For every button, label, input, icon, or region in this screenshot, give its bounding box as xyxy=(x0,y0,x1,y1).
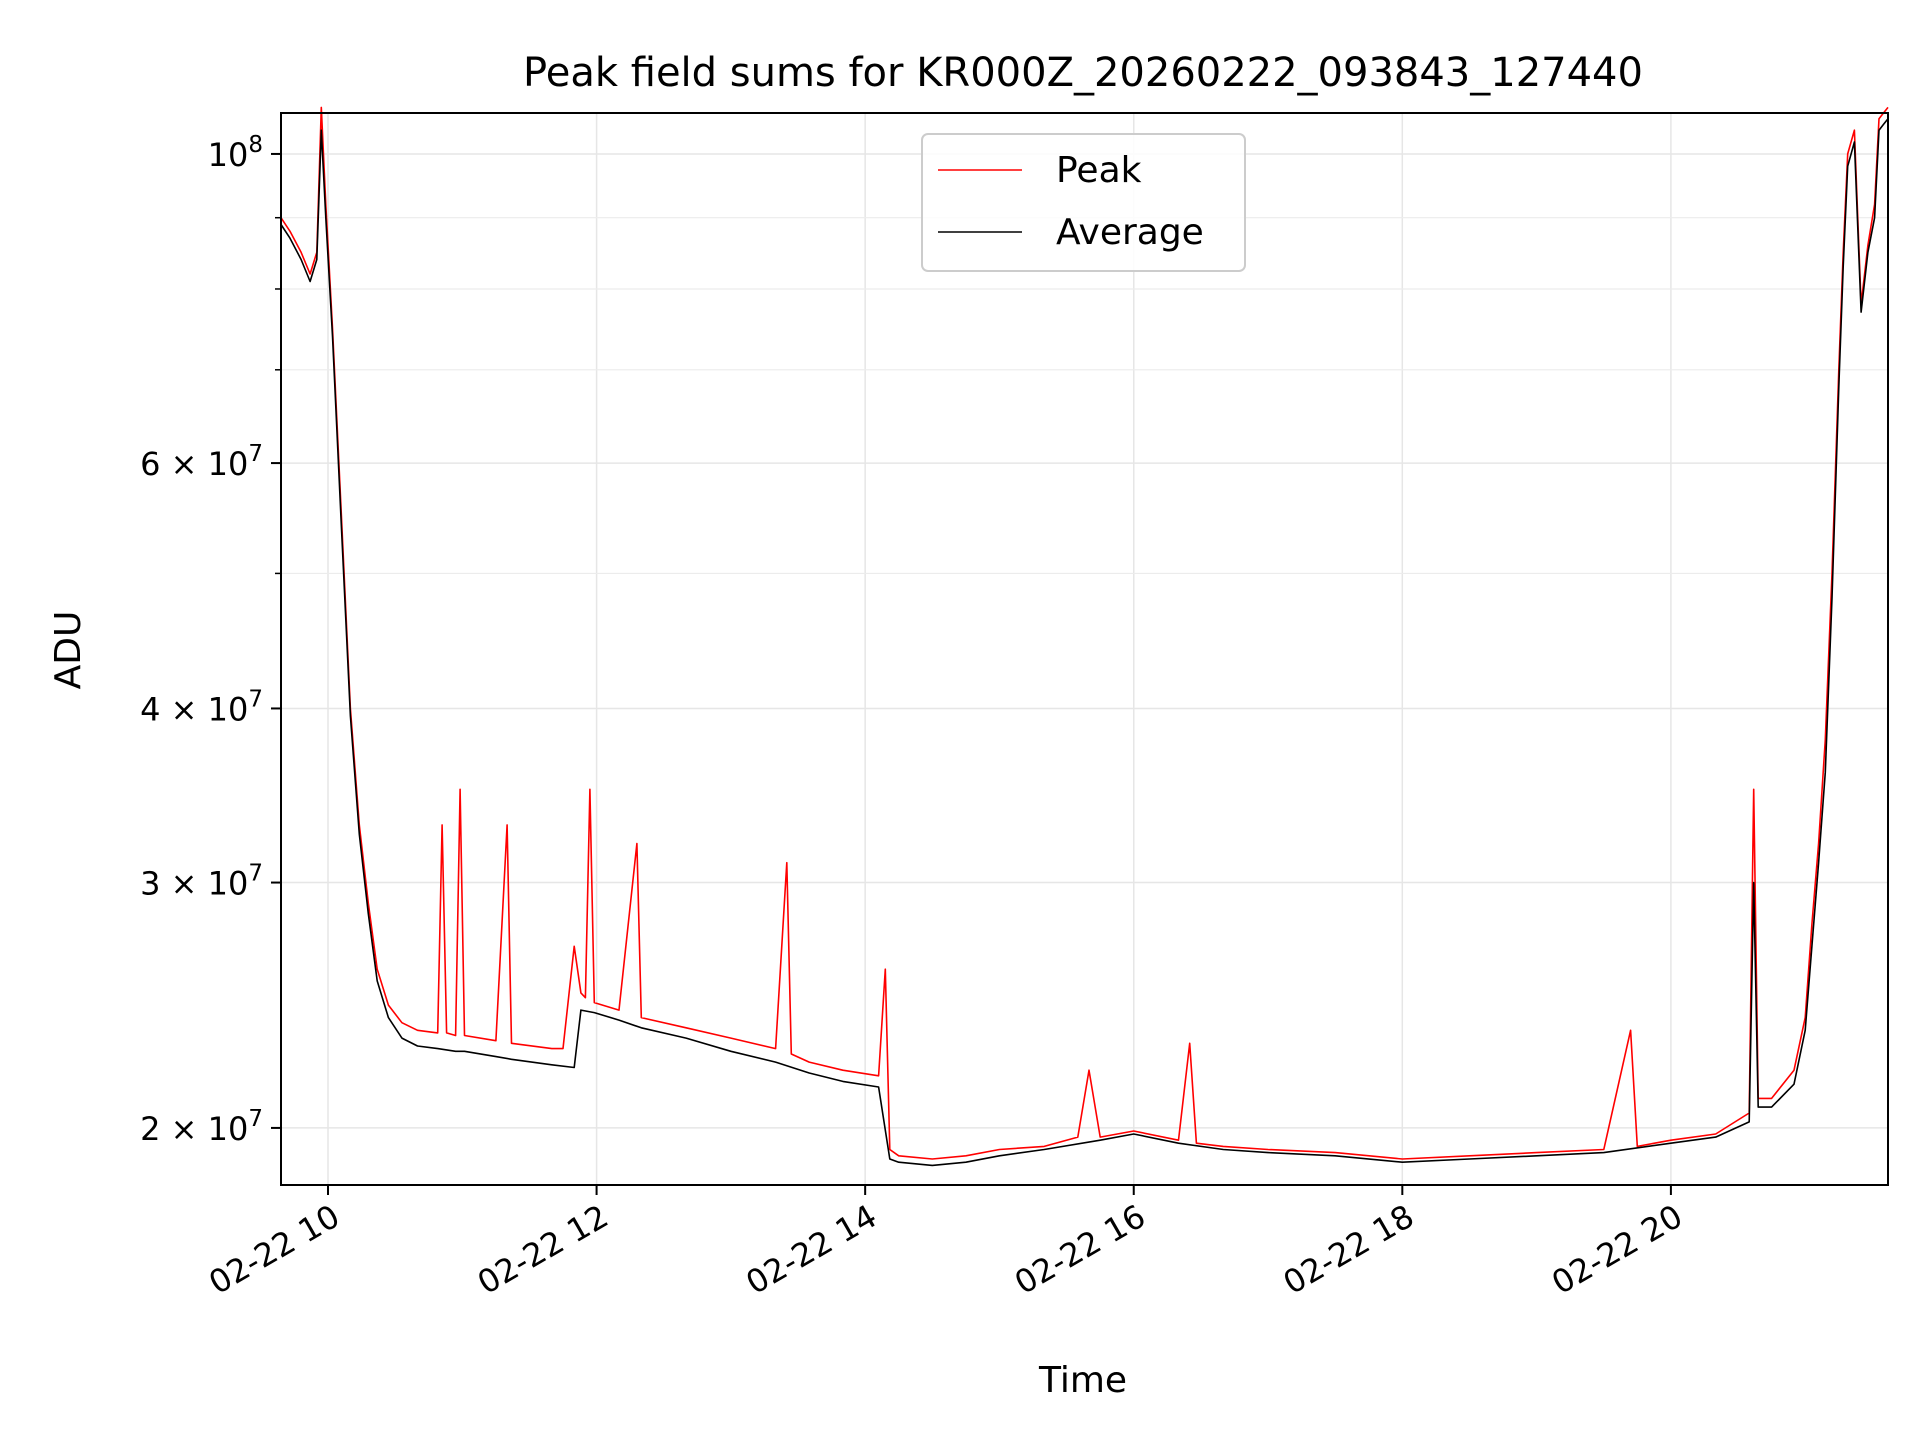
series-layer xyxy=(280,106,1889,1167)
x-axis-label: Time xyxy=(1038,1360,1127,1401)
series-line-average xyxy=(280,118,1889,1167)
y-tick-label: 6 × 107 xyxy=(140,441,263,483)
y-axis-label: ADU xyxy=(48,611,89,690)
y-tick-label: 2 × 107 xyxy=(140,1106,263,1148)
series-line-peak xyxy=(280,106,1889,1160)
y-tick-label: 108 xyxy=(208,132,263,174)
legend-box xyxy=(921,133,1246,272)
legend-label-peak: Peak xyxy=(1056,150,1142,191)
legend-label-average: Average xyxy=(1056,212,1204,253)
y-tick-label: 3 × 107 xyxy=(140,861,263,903)
legend: Peak Average xyxy=(921,133,1246,272)
plot-frame xyxy=(280,112,1889,1186)
chart-title: Peak field sums for KR000Z_20260222_0938… xyxy=(523,50,1643,96)
y-tick-label: 4 × 107 xyxy=(140,686,263,728)
